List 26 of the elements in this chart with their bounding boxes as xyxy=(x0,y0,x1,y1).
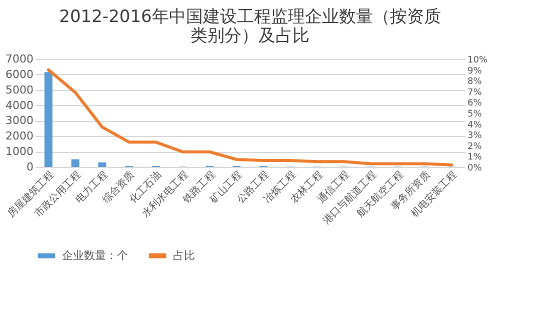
y-tick-label: 0 xyxy=(26,160,34,174)
y-tick-label: 2000 xyxy=(6,130,34,143)
y-tick-label: 3000 xyxy=(6,114,34,128)
y-tick-label: 6000 xyxy=(6,68,34,81)
bar xyxy=(98,162,106,167)
y2-tick-label: 4% xyxy=(468,120,482,130)
y2-tick-label: 8% xyxy=(468,77,482,88)
bar xyxy=(71,159,80,167)
y2-tick-label: 10% xyxy=(468,56,488,66)
y2-tick-label: 5% xyxy=(468,110,482,120)
y-tick-label: 5000 xyxy=(6,83,34,96)
legend-label: 企业数量：个 xyxy=(62,248,128,262)
y2-tick-label: 2% xyxy=(468,142,482,152)
line-series xyxy=(46,68,454,166)
y2-tick-label: 7% xyxy=(468,88,482,98)
y2-tick-label: 1% xyxy=(468,152,482,163)
legend-label: 占比 xyxy=(173,248,195,262)
y-tick-label: 7000 xyxy=(6,52,34,66)
y-tick-label: 1000 xyxy=(6,145,34,158)
y2-tick-label: 6% xyxy=(468,98,482,109)
y2-tick-label: 9% xyxy=(468,66,482,76)
bar xyxy=(44,72,52,167)
y2-tick-label: 0% xyxy=(468,164,482,174)
chart-title: 2012-2016年中国建设工程监理企业数量（按资质类别分）及占比 xyxy=(59,7,441,46)
y-tick-label: 4000 xyxy=(6,98,34,112)
y2-tick-label: 3% xyxy=(468,131,482,142)
